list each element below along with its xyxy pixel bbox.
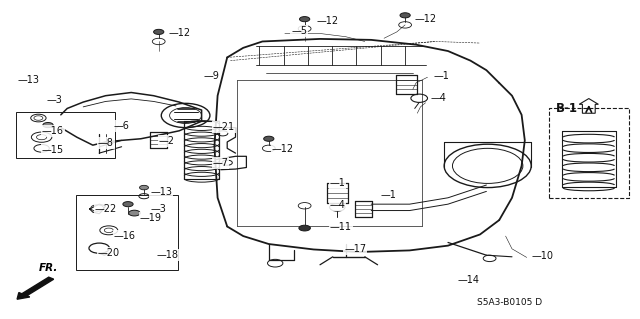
Bar [76,195,178,270]
Text: —12: —12 [317,16,339,26]
Text: —9: —9 [204,71,220,81]
Text: —11: —11 [330,222,351,232]
Text: —6: —6 [114,121,130,131]
Text: —4: —4 [330,200,346,210]
Text: —3: —3 [46,94,62,105]
Bar [16,112,115,158]
Text: —1: —1 [434,71,450,81]
Text: —1: —1 [330,178,346,189]
Text: —16: —16 [114,231,136,241]
Circle shape [264,136,274,141]
Text: —5: —5 [291,26,307,36]
Text: S5A3-B0105 D: S5A3-B0105 D [477,298,542,307]
Text: —18: —18 [157,250,179,260]
Text: —21: —21 [212,122,235,132]
Text: —13: —13 [150,187,172,197]
Circle shape [140,185,148,190]
Text: —16: —16 [42,126,63,137]
Text: —20: —20 [98,248,120,258]
Text: —10: —10 [531,251,553,261]
Text: —12: —12 [415,14,437,24]
Circle shape [154,29,164,34]
Text: B-1: B-1 [556,102,577,115]
Circle shape [123,202,133,207]
FancyArrow shape [17,277,54,299]
Text: —4: —4 [430,93,446,103]
Text: —8: —8 [98,138,114,148]
Bar [549,108,629,198]
Text: —13: —13 [18,75,40,85]
Text: —19: —19 [140,213,161,223]
Text: —12: —12 [168,28,191,38]
Text: —22: —22 [95,204,117,214]
Text: —17: —17 [344,244,367,255]
Text: —15: —15 [42,145,64,155]
Text: —7: —7 [212,158,228,168]
Circle shape [43,122,53,128]
Circle shape [300,17,310,22]
Text: FR.: FR. [38,263,58,273]
Text: —3: —3 [150,204,166,214]
Circle shape [400,13,410,18]
Circle shape [299,225,310,231]
Text: —14: —14 [458,275,479,285]
Circle shape [129,210,140,216]
Text: —12: —12 [272,144,294,154]
Text: —2: —2 [159,136,175,146]
Text: —1: —1 [381,189,397,200]
